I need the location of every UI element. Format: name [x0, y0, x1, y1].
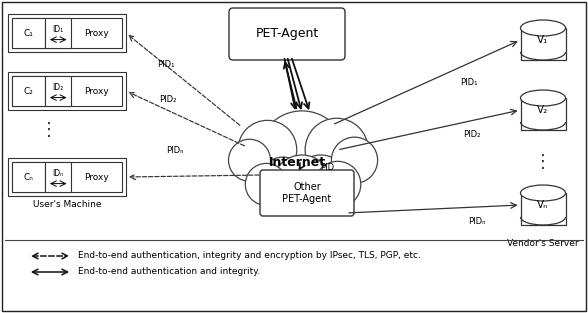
- Text: ID₂: ID₂: [52, 83, 64, 92]
- Text: End-to-end authentication, integrity and encryption by IPsec, TLS, PGP, etc.: End-to-end authentication, integrity and…: [78, 252, 421, 260]
- Text: ⋮: ⋮: [534, 153, 552, 171]
- Text: ⋮: ⋮: [41, 121, 58, 139]
- Text: PID: PID: [320, 162, 334, 172]
- Text: PID₂: PID₂: [463, 130, 480, 139]
- Text: PID₁: PID₁: [157, 60, 175, 69]
- Text: Proxy: Proxy: [84, 172, 109, 182]
- Circle shape: [238, 121, 297, 179]
- Circle shape: [245, 163, 288, 205]
- Circle shape: [293, 155, 348, 210]
- Text: ID₁: ID₁: [53, 25, 64, 34]
- Text: PID₁: PID₁: [460, 78, 477, 87]
- Bar: [8, 72, 126, 110]
- Bar: [12, 18, 122, 48]
- Text: End-to-end authentication and integrity.: End-to-end authentication and integrity.: [78, 268, 260, 276]
- FancyBboxPatch shape: [229, 8, 345, 60]
- Bar: [12, 18, 45, 48]
- Bar: [12, 162, 122, 192]
- Text: IDₙ: IDₙ: [53, 169, 64, 178]
- Text: User's Machine: User's Machine: [33, 200, 101, 209]
- Text: C₁: C₁: [24, 28, 34, 38]
- Text: Vₙ: Vₙ: [537, 200, 549, 210]
- Text: PIDₙ: PIDₙ: [468, 217, 485, 226]
- Bar: [12, 162, 45, 192]
- Text: V₂: V₂: [537, 105, 549, 115]
- Circle shape: [315, 161, 361, 208]
- Bar: [520, 28, 566, 60]
- Text: PID₂: PID₂: [159, 95, 176, 104]
- Bar: [45, 162, 71, 192]
- Text: Other
PET-Agent: Other PET-Agent: [282, 182, 332, 204]
- Text: Cₙ: Cₙ: [24, 172, 34, 182]
- Text: Proxy: Proxy: [84, 86, 109, 95]
- Bar: [520, 98, 566, 130]
- Text: PET-Agent: PET-Agent: [255, 28, 319, 40]
- Circle shape: [305, 118, 368, 181]
- Text: V₁: V₁: [537, 35, 549, 45]
- Bar: [8, 14, 126, 52]
- Bar: [12, 76, 122, 106]
- Text: Vendor's Server: Vendor's Server: [507, 239, 579, 248]
- Circle shape: [229, 139, 270, 181]
- Ellipse shape: [520, 185, 566, 201]
- Circle shape: [258, 157, 308, 208]
- Text: Internet: Internet: [269, 156, 326, 170]
- Circle shape: [332, 137, 377, 183]
- Ellipse shape: [520, 20, 566, 36]
- Bar: [12, 76, 45, 106]
- Bar: [45, 76, 71, 106]
- Text: PIDₙ: PIDₙ: [166, 146, 183, 155]
- Circle shape: [258, 111, 346, 199]
- Bar: [8, 158, 126, 196]
- Text: Proxy: Proxy: [84, 28, 109, 38]
- Text: C₂: C₂: [24, 86, 34, 95]
- FancyBboxPatch shape: [260, 170, 354, 216]
- Bar: [520, 193, 566, 225]
- Bar: [45, 18, 71, 48]
- Circle shape: [273, 155, 332, 214]
- Ellipse shape: [520, 90, 566, 106]
